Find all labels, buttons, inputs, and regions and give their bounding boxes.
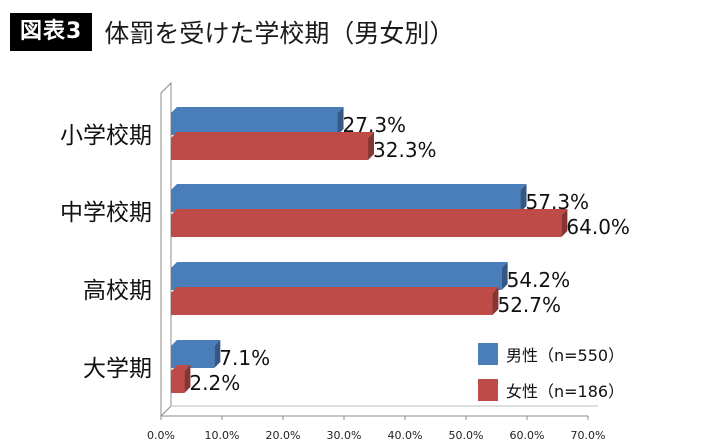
bar-front-face bbox=[171, 346, 215, 368]
bar-male bbox=[171, 184, 527, 212]
bar-value-label: 32.3% bbox=[373, 138, 437, 162]
bar-value-label: 57.3% bbox=[526, 190, 590, 214]
bar-layer bbox=[171, 107, 568, 393]
bar-top-face bbox=[171, 340, 221, 346]
x-tick-label: 40.0% bbox=[388, 429, 423, 442]
bar-value-label: 27.3% bbox=[343, 113, 407, 137]
x-tick-label: 10.0% bbox=[205, 429, 240, 442]
bar-side-face bbox=[337, 107, 344, 135]
bar-value-label: 2.2% bbox=[189, 371, 240, 395]
bar-female bbox=[171, 209, 568, 237]
x-tick-label: 0.0% bbox=[147, 429, 175, 442]
chart-title: 体罰を受けた学校期（男女別） bbox=[104, 19, 455, 48]
category-label: 小学校期 bbox=[60, 123, 152, 149]
bar-top-face bbox=[171, 209, 568, 215]
figure-number-badge: 図表3 bbox=[10, 13, 93, 51]
legend-swatch bbox=[478, 343, 498, 365]
bar-front-face bbox=[171, 190, 521, 212]
bar-front-face bbox=[171, 268, 502, 290]
bar-top-face bbox=[171, 184, 527, 190]
bar-side-face bbox=[184, 365, 191, 393]
bar-male bbox=[171, 340, 221, 368]
label-layer: 27.3% 57.3% 54.2% 7.1% 32.3% 64.0% 52.7% 2.2% bbox=[189, 113, 630, 395]
bar-female bbox=[171, 365, 191, 393]
bar-side-face bbox=[561, 209, 568, 237]
bar-female bbox=[171, 287, 499, 315]
bar-side-face bbox=[214, 340, 221, 368]
axis-side-wall bbox=[160, 81, 172, 418]
bar-top-face bbox=[171, 262, 508, 268]
category-label: 中学校期 bbox=[60, 200, 152, 226]
axis-layer: 0.0% 10.0% 20.0% 30.0% 40.0% 50.0% 60.0% 70.0% 小… bbox=[60, 81, 606, 442]
x-tick-label: 20.0% bbox=[266, 429, 301, 442]
bar-side-face bbox=[492, 287, 499, 315]
legend-label: 男性（n=550） bbox=[506, 346, 624, 365]
bar-front-face bbox=[171, 371, 185, 393]
x-tick-label: 50.0% bbox=[449, 429, 484, 442]
bar-male bbox=[171, 262, 508, 290]
chart-header: 図表3 体罰を受けた学校期（男女別） bbox=[10, 12, 454, 52]
bar-top-face bbox=[171, 287, 499, 293]
bar-side-face bbox=[368, 132, 375, 160]
bar-front-face bbox=[171, 215, 562, 237]
x-tick-label: 60.0% bbox=[510, 429, 545, 442]
bar-female bbox=[171, 132, 375, 160]
bar-value-label: 54.2% bbox=[507, 268, 571, 292]
bar-top-face bbox=[171, 107, 344, 113]
category-label: 大学期 bbox=[83, 356, 152, 382]
x-tick-label: 70.0% bbox=[571, 429, 606, 442]
bar-value-label: 7.1% bbox=[219, 346, 270, 370]
bar-male bbox=[171, 107, 344, 135]
legend-swatch bbox=[478, 379, 498, 401]
category-label: 高校期 bbox=[83, 278, 152, 304]
bar-value-label: 52.7% bbox=[497, 293, 561, 317]
bar-front-face bbox=[171, 113, 338, 135]
bar-value-label: 64.0% bbox=[566, 215, 630, 239]
legend-label: 女性（n=186） bbox=[506, 382, 624, 401]
bar-side-face bbox=[520, 184, 527, 212]
bar-front-face bbox=[171, 138, 369, 160]
bar-side-face bbox=[501, 262, 508, 290]
x-tick-label: 30.0% bbox=[327, 429, 362, 442]
legend: 男性（n=550） 女性（n=186） bbox=[478, 343, 624, 401]
bar-front-face bbox=[171, 293, 493, 315]
bar-top-face bbox=[171, 365, 191, 371]
bar-top-face bbox=[171, 132, 375, 138]
